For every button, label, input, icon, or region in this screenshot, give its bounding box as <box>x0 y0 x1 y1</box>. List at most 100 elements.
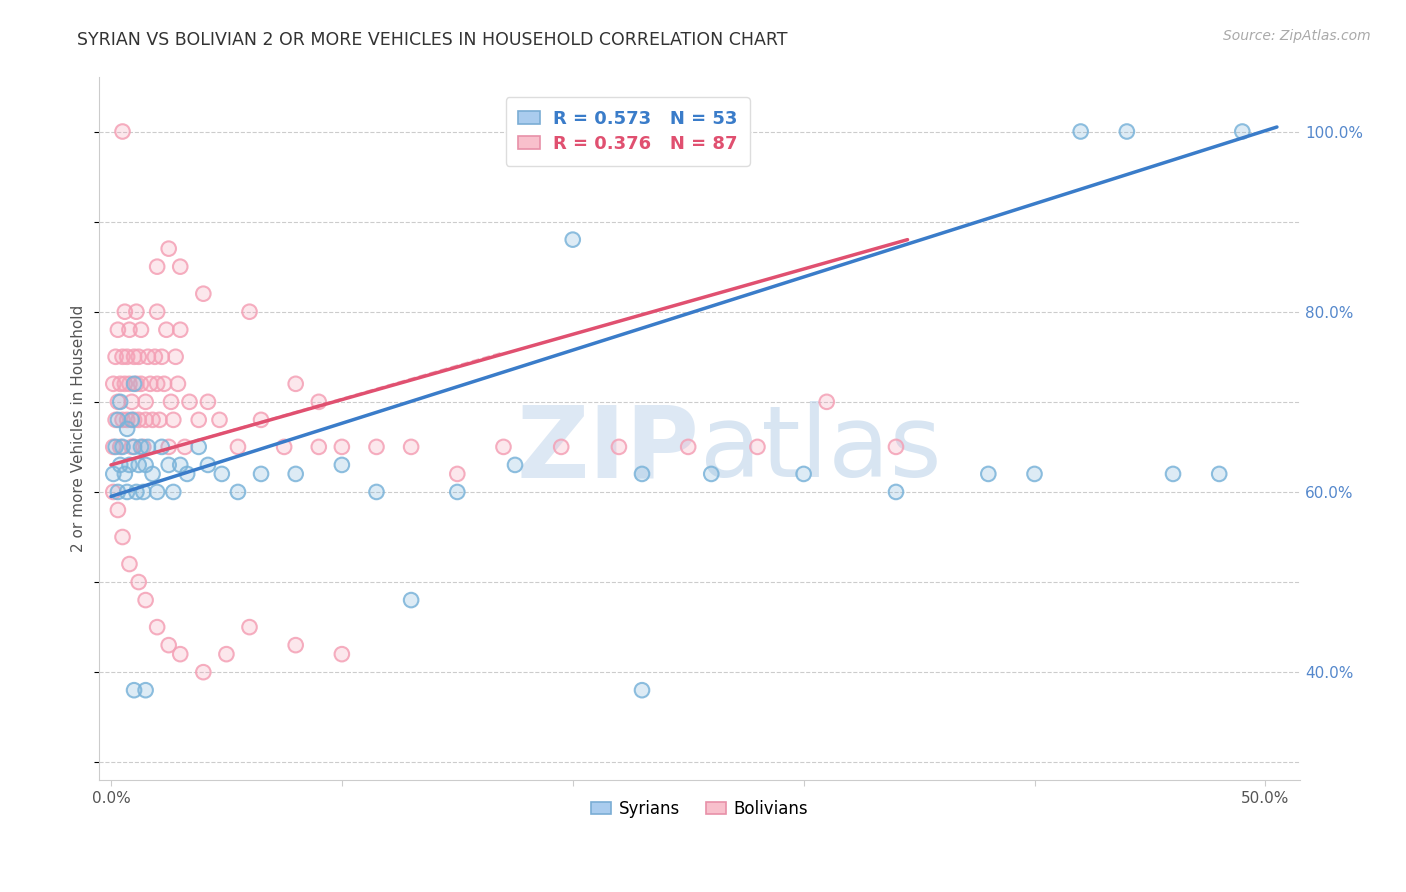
Point <box>107 485 129 500</box>
Point <box>115 422 138 436</box>
Point <box>111 124 134 138</box>
Point <box>366 440 388 454</box>
Point <box>129 323 152 337</box>
Point <box>122 350 145 364</box>
Point <box>157 638 180 652</box>
Point <box>169 323 191 337</box>
Point <box>122 683 145 698</box>
Point <box>150 440 173 454</box>
Point <box>122 440 145 454</box>
Point <box>129 323 152 337</box>
Point <box>503 458 526 472</box>
Point <box>1024 467 1046 481</box>
Point <box>125 376 148 391</box>
Point <box>132 485 155 500</box>
Point <box>399 440 422 454</box>
Point <box>115 413 138 427</box>
Point <box>103 376 125 391</box>
Point <box>1208 467 1230 481</box>
Point <box>110 440 132 454</box>
Point <box>446 467 468 481</box>
Point <box>129 440 152 454</box>
Point <box>115 422 138 436</box>
Point <box>330 647 353 661</box>
Point <box>187 440 209 454</box>
Point <box>143 350 166 364</box>
Point <box>114 304 136 318</box>
Point <box>492 440 515 454</box>
Point <box>366 485 388 500</box>
Point <box>132 440 155 454</box>
Point <box>157 638 180 652</box>
Point <box>111 413 134 427</box>
Legend: Syrians, Bolivians: Syrians, Bolivians <box>585 793 815 825</box>
Point <box>700 467 723 481</box>
Point <box>111 530 134 544</box>
Point <box>238 304 260 318</box>
Point <box>114 467 136 481</box>
Point <box>107 503 129 517</box>
Point <box>226 485 249 500</box>
Point <box>114 376 136 391</box>
Point <box>284 638 307 652</box>
Point <box>211 467 233 481</box>
Point <box>150 440 173 454</box>
Point <box>121 394 143 409</box>
Point <box>160 394 183 409</box>
Point <box>446 485 468 500</box>
Point <box>1115 124 1137 138</box>
Point <box>793 467 815 481</box>
Point <box>977 467 1000 481</box>
Point <box>167 376 190 391</box>
Point <box>193 286 215 301</box>
Point <box>631 467 654 481</box>
Point <box>284 638 307 652</box>
Point <box>169 647 191 661</box>
Point <box>125 485 148 500</box>
Point <box>141 413 163 427</box>
Point <box>107 394 129 409</box>
Point <box>165 350 187 364</box>
Point <box>135 458 157 472</box>
Point <box>128 575 150 590</box>
Point <box>110 458 132 472</box>
Point <box>162 485 184 500</box>
Point <box>141 467 163 481</box>
Point <box>146 304 169 318</box>
Point <box>103 467 125 481</box>
Point <box>330 458 353 472</box>
Point <box>141 467 163 481</box>
Point <box>104 350 127 364</box>
Point <box>129 440 152 454</box>
Point <box>308 394 330 409</box>
Point <box>1024 467 1046 481</box>
Point <box>107 485 129 500</box>
Point <box>446 467 468 481</box>
Point <box>104 350 127 364</box>
Point <box>135 413 157 427</box>
Point <box>700 467 723 481</box>
Point <box>1161 467 1184 481</box>
Point <box>366 485 388 500</box>
Point <box>111 350 134 364</box>
Point <box>115 485 138 500</box>
Point <box>157 458 180 472</box>
Point <box>125 485 148 500</box>
Point <box>129 376 152 391</box>
Point <box>129 376 152 391</box>
Point <box>157 440 180 454</box>
Point <box>399 593 422 607</box>
Point <box>103 467 125 481</box>
Point <box>146 485 169 500</box>
Point <box>103 440 125 454</box>
Point <box>366 440 388 454</box>
Point <box>1208 467 1230 481</box>
Point <box>607 440 630 454</box>
Point <box>884 440 907 454</box>
Point <box>250 467 273 481</box>
Point <box>136 440 159 454</box>
Point <box>308 440 330 454</box>
Point <box>1232 124 1254 138</box>
Point <box>150 350 173 364</box>
Point <box>250 467 273 481</box>
